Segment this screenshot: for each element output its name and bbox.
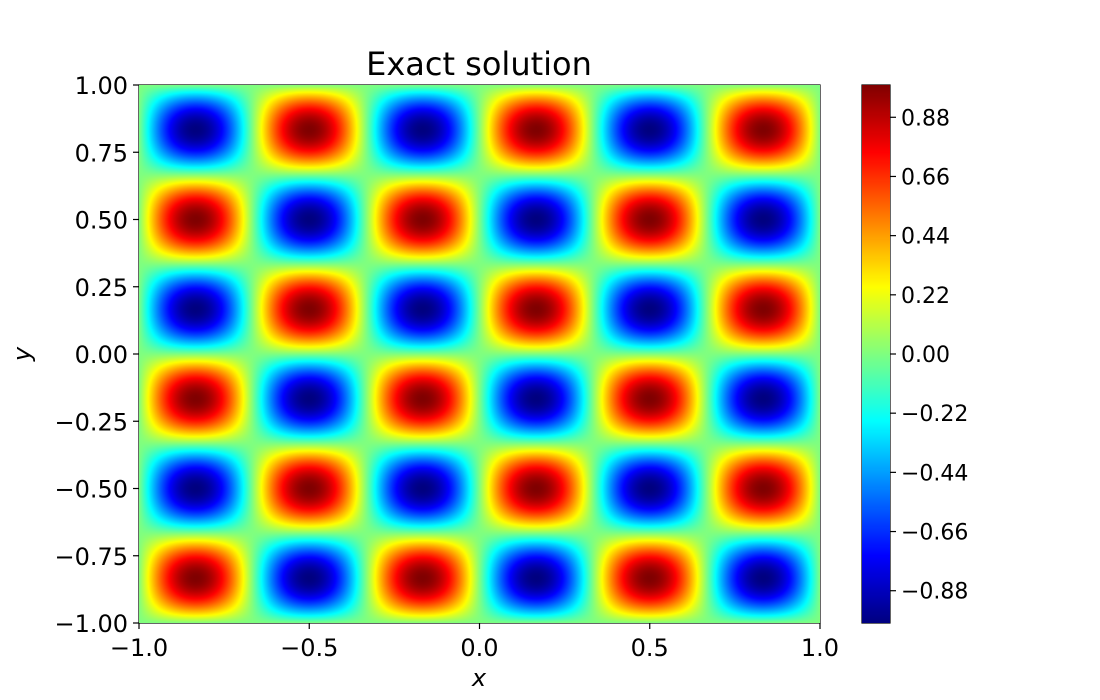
colorbar (862, 85, 890, 623)
y-tick-label: −0.75 (54, 543, 128, 571)
colorbar-tick-label: 0.66 (901, 165, 950, 190)
y-axis: 1.00 0.75 0.50 0.25 0.00 −0.25 −0.50 −0.75 −1.00 (54, 72, 139, 638)
colorbar-tick-label: 0.22 (901, 284, 950, 309)
y-tick-label: 0.50 (75, 207, 128, 235)
y-tick-label: −0.50 (54, 476, 128, 504)
colorbar-tick-label: 0.00 (901, 343, 950, 368)
y-tick-label: −1.00 (54, 610, 128, 638)
y-tick-label: −0.25 (54, 408, 128, 436)
colorbar-tick-label: −0.66 (901, 521, 968, 546)
y-axis-label: y (8, 346, 36, 362)
x-tick-label: 1.0 (801, 634, 839, 662)
x-tick-label: 0.0 (460, 634, 498, 662)
colorbar-tick-label: −0.88 (901, 580, 968, 605)
x-tick-label: −1.0 (110, 634, 168, 662)
y-tick-label: 0.00 (75, 341, 128, 369)
x-axis-label: x (471, 664, 487, 692)
y-tick-label: 0.25 (75, 274, 128, 302)
colorbar-tick-label: 0.44 (901, 225, 950, 250)
colorbar-tick-label: 0.88 (901, 106, 950, 131)
colorbar-tick-label: −0.22 (901, 402, 968, 427)
y-tick-label: 1.00 (75, 72, 128, 100)
colorbar-tick-label: −0.44 (901, 461, 968, 486)
colorbar-axis: 0.88 0.66 0.44 0.22 0.00 −0.22 −0.44 −0.66 −0.88 (890, 106, 968, 605)
x-axis: −1.0 −0.5 0.0 0.5 1.0 (110, 623, 839, 662)
chart-title: Exact solution (366, 45, 592, 83)
x-tick-label: 0.5 (631, 634, 669, 662)
y-tick-label: 0.75 (75, 139, 128, 167)
solution-heatmap (139, 85, 820, 623)
x-tick-label: −0.5 (280, 634, 338, 662)
